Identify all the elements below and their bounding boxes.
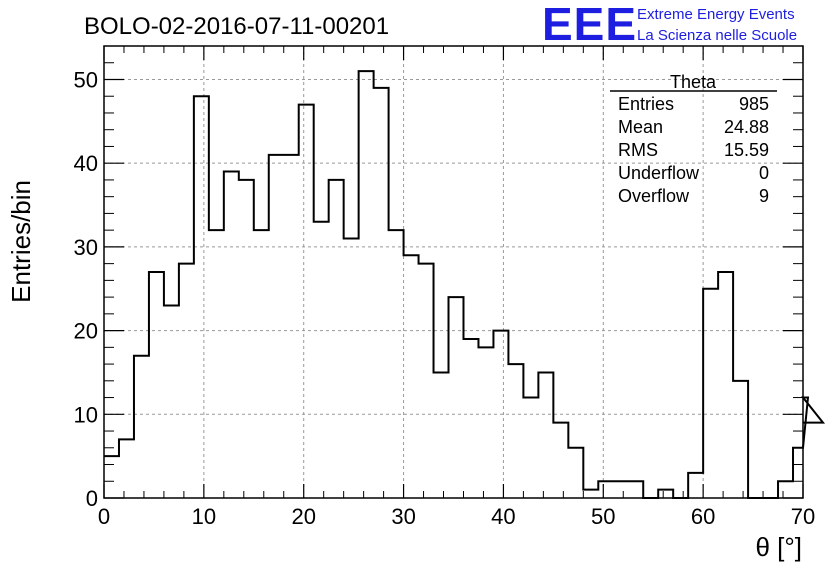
histogram-bin	[658, 490, 673, 498]
histogram-bin	[449, 297, 464, 498]
y-tick-label: 20	[74, 319, 98, 344]
histogram-bin	[568, 448, 583, 498]
histogram-bin	[778, 481, 793, 498]
histogram-bin	[463, 339, 478, 498]
histogram-bin	[194, 96, 209, 498]
histogram-bin	[628, 481, 643, 498]
histogram-bin	[314, 222, 329, 498]
histogram-bin	[119, 439, 134, 498]
x-tick-label: 50	[591, 504, 615, 529]
stats-label: Overflow	[618, 186, 690, 206]
histogram-bin	[269, 155, 284, 498]
histogram-bin	[299, 105, 314, 498]
histogram-bin	[598, 481, 613, 498]
stats-rows: Entries 985 Mean 24.88 RMS 15.59 Underflow 0 Ove…	[618, 94, 769, 206]
histogram-bin	[703, 289, 718, 498]
grid	[104, 46, 803, 498]
histogram-bin	[718, 272, 733, 498]
histogram-bin	[419, 264, 434, 498]
histogram-bin	[434, 372, 449, 498]
logo-line1: Extreme Energy Events	[637, 6, 795, 23]
histogram-bin	[613, 481, 628, 498]
y-tick-label: 10	[74, 402, 98, 427]
stats-value: 15.59	[724, 140, 769, 160]
stats-label: Mean	[618, 117, 663, 137]
stats-label: RMS	[618, 140, 658, 160]
y-axis-label: Entries/bin	[6, 180, 36, 303]
histogram-bin	[329, 180, 344, 498]
logo-mark: EEE	[542, 0, 637, 50]
histogram-bin	[733, 381, 748, 498]
eee-logo: EEE Extreme Energy Events La Scienza nel…	[542, 0, 797, 50]
histogram-bin	[523, 398, 538, 498]
stats-value: 24.88	[724, 117, 769, 137]
stats-box: Theta Entries 985 Mean 24.88 RMS 15.59 Underfl…	[610, 72, 777, 206]
histogram-bin	[179, 264, 194, 498]
axis-ticks: 0 10 20 30 40 50 60 70 0 10 20 30 40 50	[74, 45, 815, 529]
histogram-bin	[688, 473, 703, 498]
histogram-bin	[239, 180, 254, 498]
chart-title: BOLO-02-2016-07-11-00201	[84, 13, 389, 40]
stats-value: 9	[759, 186, 769, 206]
histogram-bin	[254, 230, 269, 498]
stats-value: 0	[759, 163, 769, 183]
histogram-bin	[508, 364, 523, 498]
x-tick-label: 60	[691, 504, 715, 529]
y-tick-label: 40	[74, 151, 98, 176]
x-tick-label: 40	[491, 504, 515, 529]
histogram-bin	[209, 230, 224, 498]
stats-title: Theta	[670, 72, 717, 92]
histogram-bin	[149, 272, 164, 498]
histogram-bars	[104, 70, 826, 499]
x-tick-label: 30	[391, 504, 415, 529]
histogram-bin	[389, 230, 404, 498]
histogram-bin	[164, 305, 179, 498]
histogram-bin	[793, 448, 803, 498]
histogram-bin	[344, 239, 359, 498]
stats-label: Entries	[618, 94, 674, 114]
y-tick-label: 0	[86, 486, 98, 511]
histogram-bin	[359, 71, 374, 498]
histogram-bin	[538, 372, 553, 498]
stats-value: 985	[739, 94, 769, 114]
histogram-bin	[478, 347, 493, 498]
plot-frame	[103, 45, 804, 499]
histogram-bin	[134, 356, 149, 498]
histogram-bin	[104, 456, 119, 498]
y-tick-label: 50	[74, 67, 98, 92]
histogram-bin	[374, 88, 389, 498]
histogram-bin	[553, 423, 568, 498]
histogram-bin	[493, 331, 508, 498]
histogram-bin	[224, 172, 239, 498]
logo-line2: La Scienza nelle Scuole	[637, 27, 797, 44]
stats-label: Underflow	[618, 163, 700, 183]
x-axis-label: θ [°]	[755, 532, 802, 562]
x-tick-label: 20	[291, 504, 315, 529]
x-tick-label: 0	[98, 504, 110, 529]
x-tick-label: 70	[791, 504, 815, 529]
x-tick-label: 10	[192, 504, 216, 529]
histogram-step-line	[104, 70, 826, 499]
y-tick-label: 30	[74, 235, 98, 260]
histogram-bin	[583, 490, 598, 498]
histogram-bin	[404, 255, 419, 498]
histogram-bin	[284, 155, 299, 498]
